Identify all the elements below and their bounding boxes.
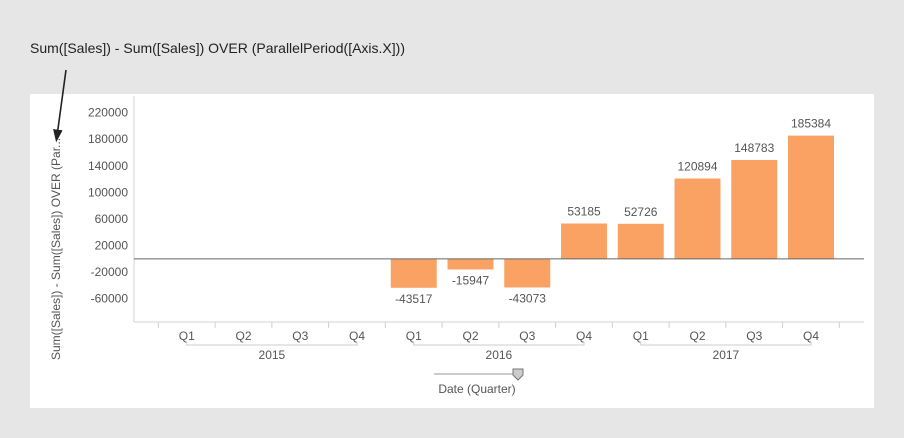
bar <box>731 159 778 259</box>
x-tick-label-quarter: Q2 <box>235 329 251 343</box>
annotation-arrow <box>53 69 67 143</box>
year-bracket <box>640 342 812 346</box>
year-bracket <box>186 342 358 346</box>
x-tick-label-year: 2015 <box>259 348 286 362</box>
expression-annotation: Sum([Sales]) - Sum([Sales]) OVER (Parall… <box>30 40 405 56</box>
data-label: 53185 <box>567 205 601 219</box>
y-tick-label: 20000 <box>95 239 129 253</box>
x-tick-label-quarter: Q4 <box>349 329 365 343</box>
x-tick-label-quarter: Q3 <box>292 329 308 343</box>
x-axis-title[interactable]: Date (Quarter) <box>438 382 515 396</box>
x-tick-label-year: 2016 <box>486 348 513 362</box>
y-tick-label: 220000 <box>88 106 128 120</box>
bar <box>674 178 721 259</box>
y-tick-label: 180000 <box>88 132 128 146</box>
x-tick-label-quarter: Q3 <box>519 329 535 343</box>
x-tick-label-quarter: Q1 <box>633 329 649 343</box>
data-label: 120894 <box>677 159 717 173</box>
bar <box>617 223 664 259</box>
x-tick-label-quarter: Q2 <box>462 329 478 343</box>
data-label: 148783 <box>734 141 774 155</box>
range-slider-handle[interactable] <box>512 368 524 381</box>
x-tick-label-year: 2017 <box>713 348 740 362</box>
y-tick-label: 140000 <box>88 159 128 173</box>
y-tick-label: -20000 <box>91 265 129 279</box>
data-label: -43517 <box>395 292 433 306</box>
data-label: 52726 <box>624 205 658 219</box>
x-tick-label-quarter: Q2 <box>689 329 705 343</box>
x-tick-label-quarter: Q3 <box>746 329 762 343</box>
data-label: -15947 <box>452 273 490 287</box>
bar <box>390 258 437 288</box>
x-tick-label-quarter: Q4 <box>576 329 592 343</box>
y-tick-label: 60000 <box>95 212 129 226</box>
x-tick-label-quarter: Q4 <box>803 329 819 343</box>
bar <box>788 135 834 259</box>
bar <box>447 258 494 270</box>
year-bracket <box>413 342 585 346</box>
data-label: 185384 <box>791 117 831 131</box>
x-tick-label-quarter: Q1 <box>179 329 195 343</box>
bar <box>561 223 607 259</box>
x-tick-label-quarter: Q1 <box>406 329 422 343</box>
y-axis-title[interactable]: Sum([Sales]) - Sum([Sales]) OVER (Par... <box>49 138 63 360</box>
data-label: -43073 <box>509 291 547 305</box>
y-tick-label: -60000 <box>91 292 129 306</box>
y-tick-label: 100000 <box>88 185 128 199</box>
bar <box>504 258 551 288</box>
